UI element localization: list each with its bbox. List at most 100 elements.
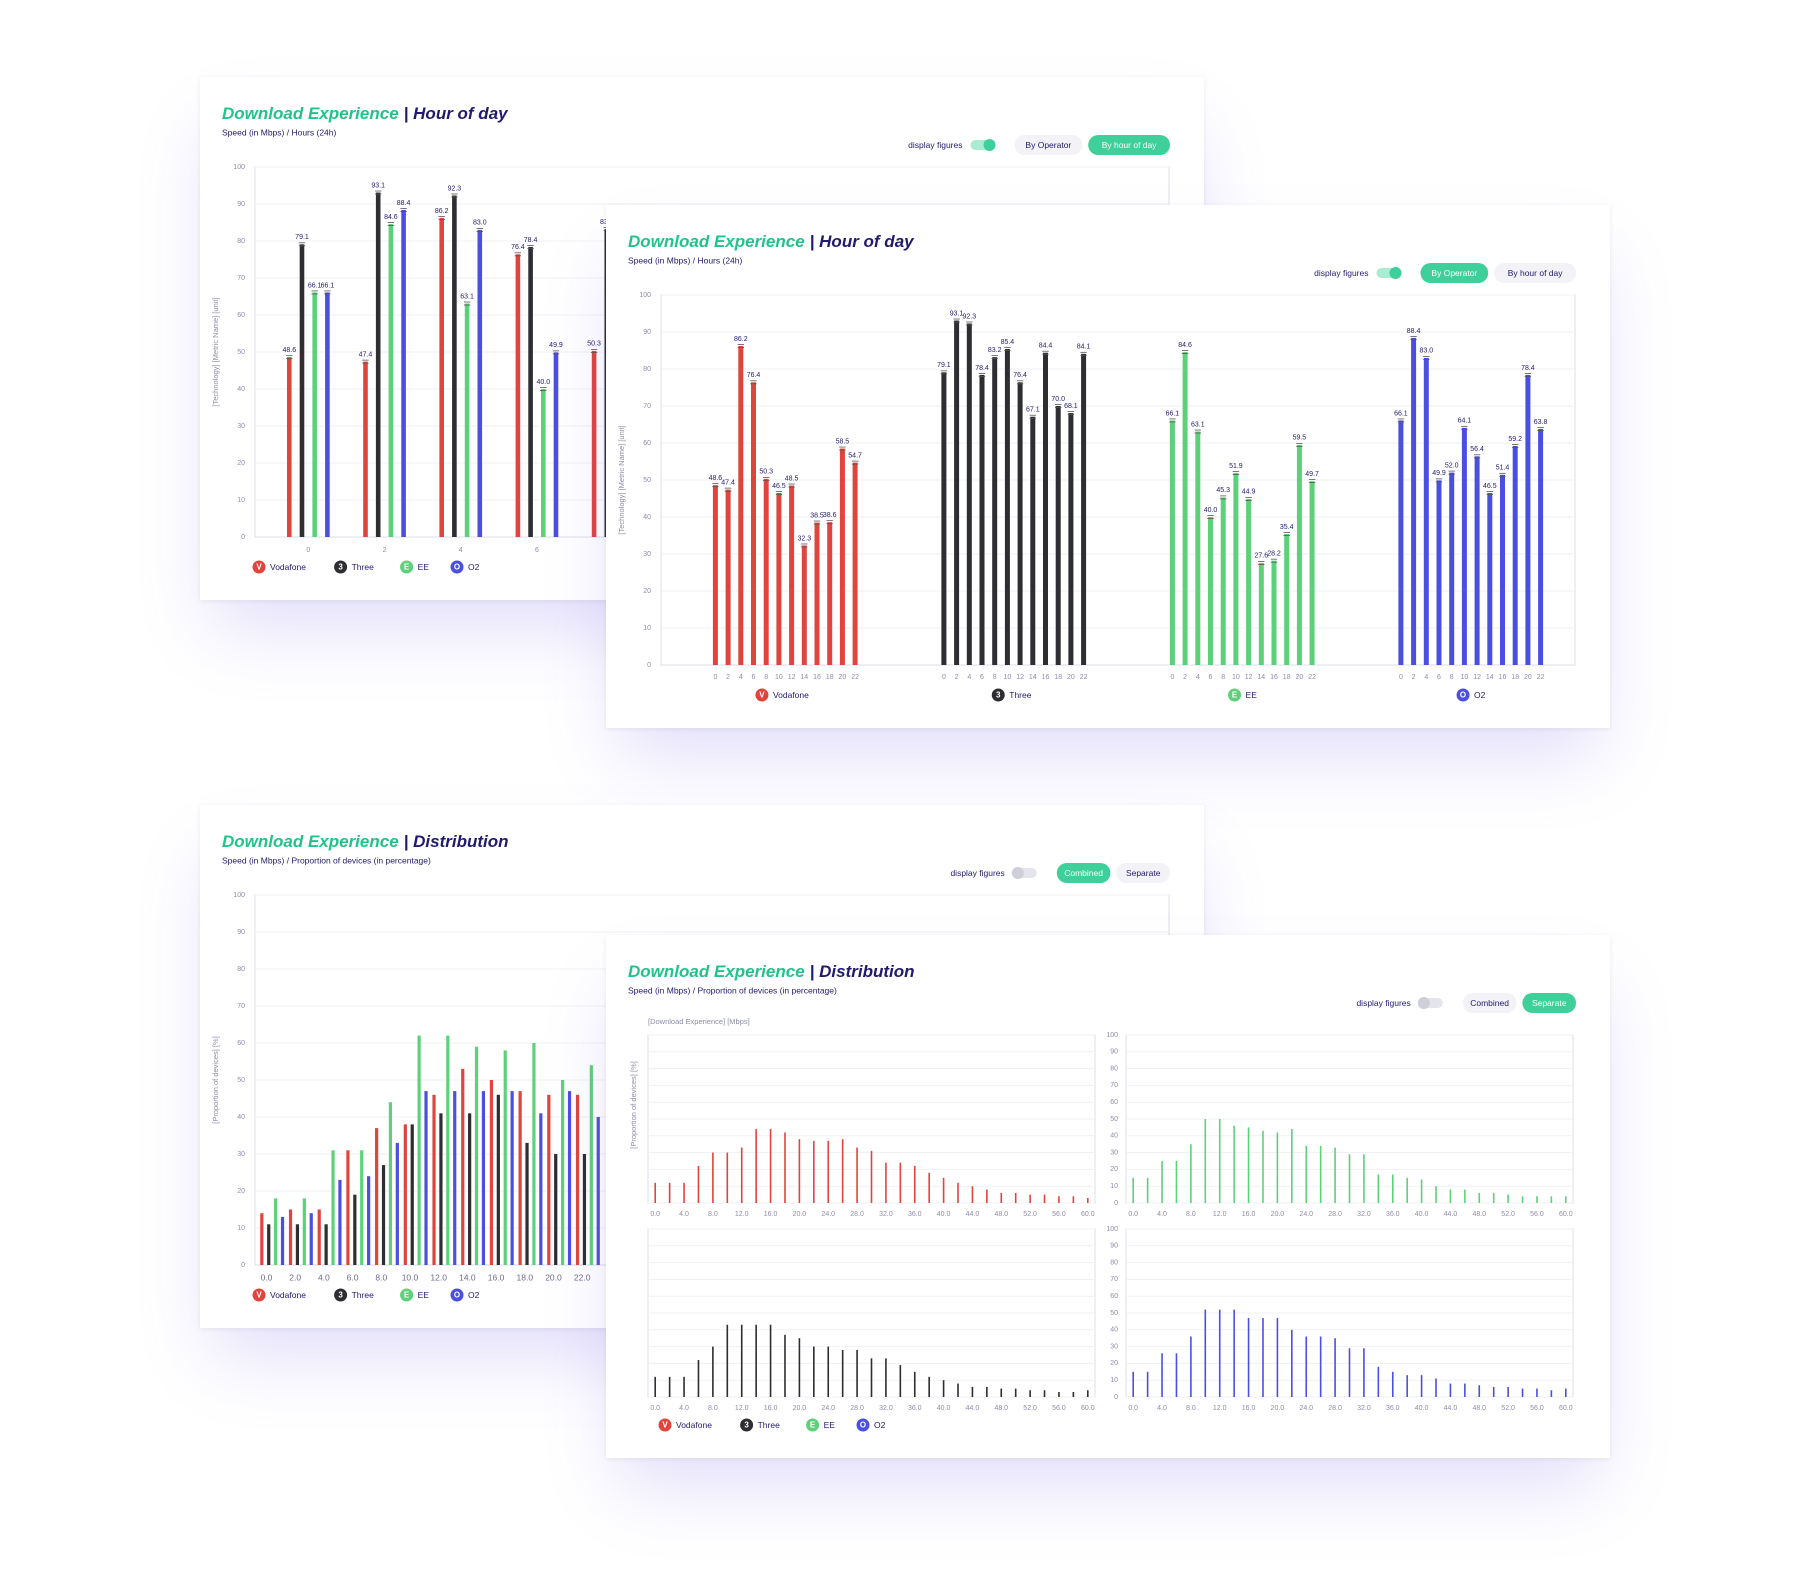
legend-icon-letter: O <box>1460 691 1466 700</box>
bar <box>941 372 947 665</box>
x-tick-label: 20 <box>1296 674 1304 681</box>
bar <box>725 489 731 665</box>
x-tick-label: 4.0 <box>1157 1211 1167 1218</box>
bar <box>309 1213 313 1265</box>
toggle-button[interactable]: Separate <box>1522 993 1576 1013</box>
bar <box>363 361 368 537</box>
y-tick-label: 20 <box>1110 1360 1118 1367</box>
legend-icon <box>806 1418 820 1432</box>
bar <box>510 1091 514 1265</box>
value-label: 45.3 <box>1216 487 1230 494</box>
value-label: 67.1 <box>1026 407 1040 414</box>
x-tick-label: 36.0 <box>1386 1211 1400 1218</box>
switch-knob <box>1389 267 1402 279</box>
bar <box>1436 480 1442 665</box>
bar <box>591 350 597 537</box>
bar <box>515 254 521 537</box>
bar <box>375 1128 379 1265</box>
x-tick-label: 0 <box>306 547 310 554</box>
value-label: 88.4 <box>1407 328 1421 335</box>
x-tick-label: 20.0 <box>793 1211 807 1218</box>
legend-icon <box>740 1418 754 1432</box>
x-tick-label: 22.0 <box>574 1272 591 1282</box>
bar <box>299 244 305 537</box>
x-tick-label: 0.0 <box>650 1211 660 1218</box>
bar <box>1296 444 1302 665</box>
x-tick-label: 28.0 <box>850 1211 864 1218</box>
bar <box>468 1113 472 1265</box>
bar <box>852 462 858 665</box>
value-label: 27.6 <box>1254 553 1268 560</box>
bar <box>1411 337 1417 665</box>
bar <box>280 1216 285 1265</box>
y-tick-label: 50 <box>237 1077 245 1084</box>
legend-icon-letter: O <box>860 1421 866 1430</box>
toggle-button[interactable]: By hour of day <box>1088 135 1170 155</box>
bar <box>554 1154 558 1265</box>
y-tick-label: 30 <box>237 1151 245 1158</box>
x-tick-label: 36.0 <box>1386 1405 1400 1412</box>
bar <box>260 1213 264 1265</box>
x-tick-label: 44.0 <box>1444 1405 1458 1412</box>
legend-icon-letter: V <box>256 1291 262 1300</box>
bar <box>367 1176 371 1265</box>
display-figures-switch[interactable] <box>1011 867 1037 879</box>
x-tick-label: 16.0 <box>764 1211 778 1218</box>
title-suffix: | Distribution <box>404 832 509 851</box>
value-label: 48.6 <box>709 475 723 482</box>
value-label: 48.6 <box>282 347 296 354</box>
legend-label: Vodafone <box>270 562 306 572</box>
x-tick-label: 40.0 <box>1415 1211 1429 1218</box>
x-tick-label: 4.0 <box>318 1272 330 1282</box>
toggle-button[interactable]: By hour of day <box>1494 263 1576 283</box>
value-label: 84.4 <box>1039 343 1053 350</box>
button-bg <box>1494 263 1576 283</box>
value-label: 48.5 <box>785 475 799 482</box>
x-tick-label: 36.0 <box>908 1405 922 1412</box>
bar <box>751 382 756 665</box>
display-figures-switch[interactable] <box>1417 997 1443 1009</box>
toggle-button[interactable]: By Operator <box>1014 135 1083 155</box>
bar <box>1169 420 1175 665</box>
y-tick-label: 20 <box>237 1188 245 1195</box>
bar <box>439 218 444 537</box>
toggle-button[interactable]: Combined <box>1462 993 1517 1013</box>
x-tick-label: 60.0 <box>1559 1405 1573 1412</box>
y-tick-label: 50 <box>1110 1116 1118 1123</box>
toggle-button[interactable]: Separate <box>1116 863 1170 883</box>
toggle-button[interactable]: Combined <box>1056 863 1111 883</box>
bar <box>1487 492 1493 665</box>
y-tick-label: 10 <box>1110 1183 1118 1190</box>
x-tick-label: 8.0 <box>708 1211 718 1218</box>
display-figures-switch[interactable] <box>970 139 996 151</box>
value-label: 64.1 <box>1458 418 1472 425</box>
toggle-button[interactable]: By Operator <box>1420 263 1489 283</box>
subtitle: Speed (in Mbps) / Hours (24h) <box>628 255 742 265</box>
display-figures-switch[interactable] <box>1376 267 1402 279</box>
x-tick-label: 16.0 <box>1242 1211 1256 1218</box>
x-tick-label: 0.0 <box>261 1272 273 1282</box>
legend-icon-letter: O <box>454 563 460 572</box>
x-tick-label: 4 <box>1424 674 1428 681</box>
bar <box>1220 497 1226 665</box>
x-tick-label: 40.0 <box>937 1405 951 1412</box>
x-tick-label: 0 <box>1399 674 1403 681</box>
chart-card: Download Experience | Distribution Speed (… <box>606 935 1610 1458</box>
x-tick-label: 32.0 <box>879 1211 893 1218</box>
x-tick-label: 52.0 <box>1501 1211 1515 1218</box>
x-tick-label: 10 <box>775 674 783 681</box>
bar <box>424 1091 428 1265</box>
x-tick-label: 12 <box>1473 674 1481 681</box>
x-tick-label: 0.0 <box>650 1405 660 1412</box>
bar <box>417 1035 421 1265</box>
value-label: 70.0 <box>1051 396 1065 403</box>
x-axis-label: [Download Experience] [Mbps] <box>648 1017 750 1026</box>
switch-label: display figures <box>1314 268 1368 278</box>
x-tick-label: 52.0 <box>1023 1211 1037 1218</box>
x-tick-label: 16 <box>1270 674 1278 681</box>
bar <box>582 1154 587 1265</box>
value-label: 92.3 <box>448 185 462 192</box>
chart-title: Download Experience | Hour of day <box>222 104 509 123</box>
bar <box>288 1209 293 1265</box>
bar <box>410 1124 414 1265</box>
